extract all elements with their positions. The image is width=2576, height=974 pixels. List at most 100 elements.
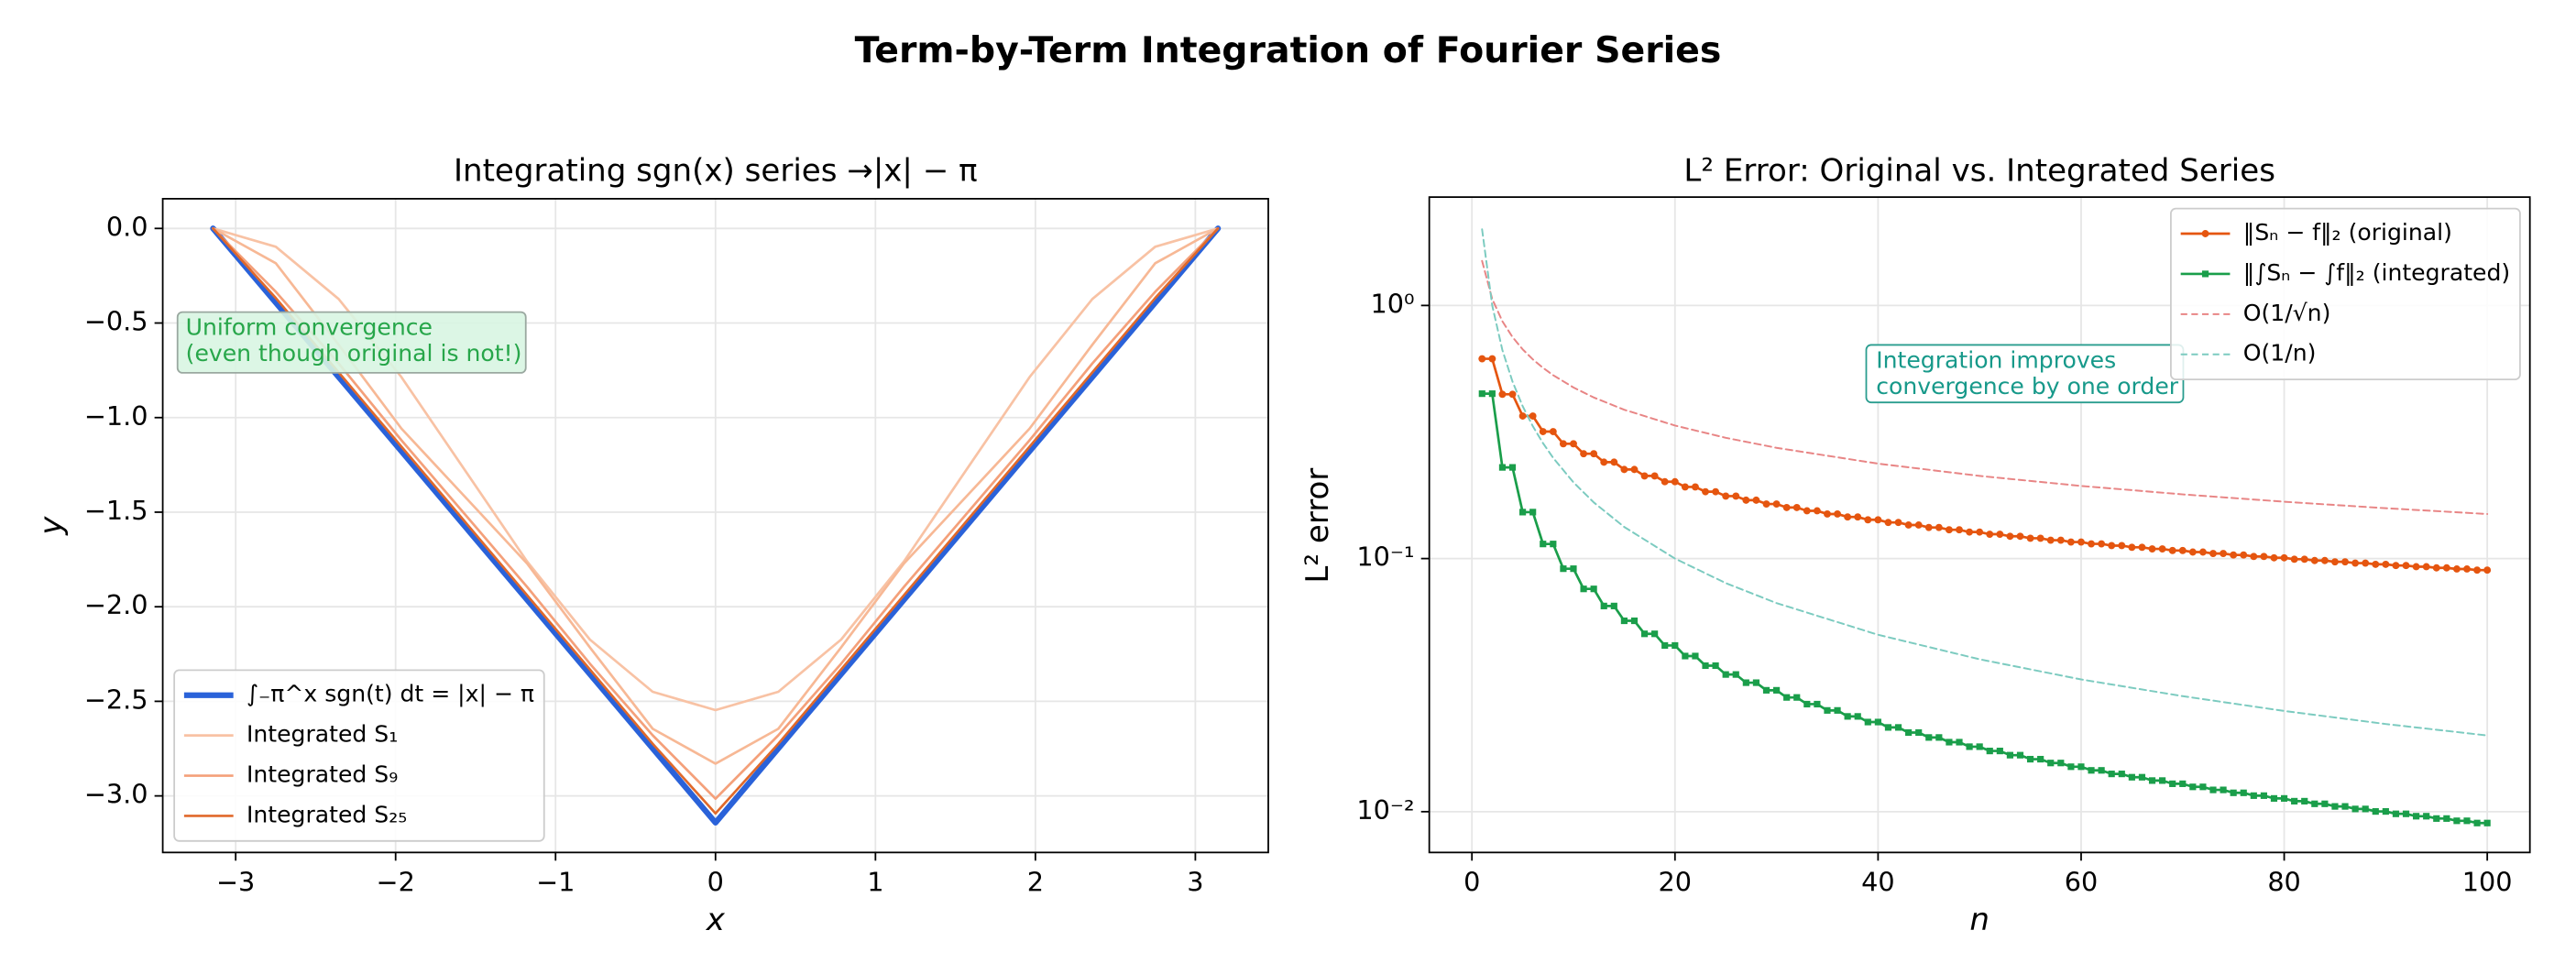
marker bbox=[2046, 536, 2055, 544]
marker bbox=[2128, 773, 2135, 781]
legend-label: O(1/n) bbox=[2243, 340, 2317, 367]
marker bbox=[2331, 803, 2339, 810]
marker bbox=[1742, 496, 1750, 504]
x-tick-label: −2 bbox=[377, 866, 415, 897]
marker bbox=[2320, 556, 2329, 564]
marker bbox=[1915, 728, 1923, 737]
marker bbox=[2077, 763, 2085, 771]
legend-label: Integrated S₁ bbox=[247, 721, 398, 748]
marker bbox=[1661, 477, 1669, 486]
annotation-text: (even though original is not!) bbox=[186, 340, 522, 367]
marker bbox=[1681, 483, 1689, 491]
marker bbox=[2443, 815, 2450, 822]
marker bbox=[1792, 503, 1801, 511]
marker bbox=[2290, 555, 2298, 564]
marker bbox=[2270, 794, 2278, 802]
marker bbox=[2372, 808, 2379, 815]
marker bbox=[1905, 728, 1913, 737]
y-tick-label: 0.0 bbox=[106, 211, 148, 242]
marker bbox=[1650, 472, 1659, 480]
marker bbox=[2098, 540, 2106, 548]
marker bbox=[1976, 743, 1983, 750]
marker bbox=[2118, 771, 2125, 778]
marker bbox=[2300, 555, 2308, 564]
marker bbox=[1986, 748, 1993, 755]
marker bbox=[2220, 786, 2227, 793]
legend: ‖Sₙ − f‖₂ (original) ‖∫Sₙ − ∫f‖₂ (integra… bbox=[2170, 207, 2521, 380]
marker bbox=[1539, 428, 1547, 435]
marker bbox=[1814, 700, 1821, 708]
marker bbox=[2006, 532, 2014, 541]
marker bbox=[1630, 465, 1639, 474]
marker bbox=[2108, 771, 2115, 778]
marker bbox=[1600, 602, 1607, 609]
marker bbox=[2159, 777, 2166, 784]
marker bbox=[1874, 516, 1882, 524]
marker bbox=[1488, 390, 1496, 398]
marker bbox=[2118, 542, 2126, 550]
legend-label: Integrated S₂₅ bbox=[247, 801, 407, 827]
marker bbox=[1620, 617, 1628, 625]
marker bbox=[2250, 792, 2257, 799]
marker bbox=[2453, 817, 2461, 825]
marker bbox=[2138, 543, 2146, 552]
marker bbox=[1742, 679, 1749, 686]
x-tick-label: −3 bbox=[216, 866, 255, 897]
marker bbox=[2230, 551, 2238, 559]
marker bbox=[2047, 760, 2055, 767]
marker bbox=[1508, 390, 1517, 399]
marker bbox=[2280, 794, 2288, 802]
marker bbox=[1782, 503, 1791, 511]
marker bbox=[2402, 810, 2410, 817]
marker bbox=[1904, 521, 1913, 529]
marker bbox=[1508, 464, 1517, 471]
marker bbox=[2321, 800, 2329, 807]
marker bbox=[1610, 602, 1617, 609]
marker bbox=[1580, 585, 1587, 593]
y-tick-label: −0.5 bbox=[84, 306, 148, 337]
marker bbox=[1996, 531, 2004, 538]
legend-label: ‖Sₙ − f‖₂ (original) bbox=[2243, 219, 2452, 246]
marker bbox=[2016, 751, 2024, 759]
marker bbox=[2483, 819, 2491, 826]
marker bbox=[1996, 748, 2003, 755]
marker bbox=[2442, 564, 2450, 572]
x-tick-label: 100 bbox=[2462, 866, 2513, 897]
marker bbox=[1935, 734, 1943, 741]
marker bbox=[1864, 516, 1872, 524]
x-tick-label: 20 bbox=[1659, 866, 1692, 897]
marker bbox=[2310, 556, 2318, 564]
marker bbox=[1864, 718, 1871, 726]
marker bbox=[1692, 483, 1699, 491]
marker bbox=[1986, 531, 1994, 538]
marker bbox=[2463, 565, 2471, 573]
marker bbox=[2188, 548, 2197, 556]
marker bbox=[2148, 777, 2156, 784]
marker bbox=[2036, 534, 2044, 542]
line bbox=[1480, 357, 2489, 572]
marker bbox=[2066, 538, 2075, 546]
marker bbox=[2037, 755, 2044, 763]
marker bbox=[1570, 440, 1577, 448]
marker bbox=[1570, 565, 1577, 573]
y-tick-label: −1.0 bbox=[84, 400, 148, 432]
marker bbox=[1560, 565, 1567, 573]
marker bbox=[2148, 545, 2156, 553]
marker bbox=[1884, 724, 1892, 731]
legend-box bbox=[173, 669, 545, 842]
marker bbox=[1966, 528, 1974, 536]
annotation-text: Uniform convergence bbox=[186, 314, 433, 341]
marker bbox=[1925, 734, 1933, 741]
marker bbox=[2108, 542, 2116, 550]
marker bbox=[1590, 450, 1598, 458]
marker bbox=[2198, 548, 2207, 556]
marker bbox=[1712, 487, 1720, 496]
marker bbox=[1559, 440, 1567, 448]
marker bbox=[2463, 817, 2471, 825]
y-tick-label: −2.0 bbox=[84, 589, 148, 620]
marker bbox=[1550, 541, 1557, 548]
y-tick-label: −1.5 bbox=[84, 495, 148, 526]
marker bbox=[2351, 559, 2360, 567]
marker bbox=[1803, 700, 1811, 708]
y-tick-label: 10⁻² bbox=[1356, 794, 1414, 826]
